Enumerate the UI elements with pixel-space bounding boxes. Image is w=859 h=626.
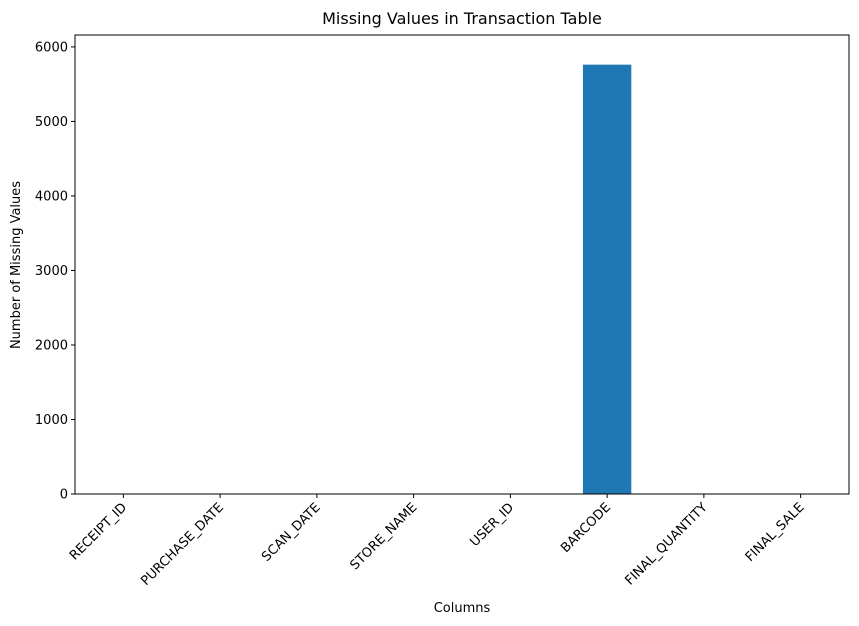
x-tick-label: BARCODE — [558, 500, 614, 556]
x-tick-label: RECEIPT_ID — [67, 500, 130, 563]
x-tick-label: PURCHASE_DATE — [138, 500, 227, 589]
x-tick-label: SCAN_DATE — [259, 500, 324, 565]
y-tick-label: 3000 — [35, 264, 68, 279]
y-tick-label: 5000 — [35, 115, 68, 130]
y-tick-label: 6000 — [35, 40, 68, 55]
plot-area: 0 1000 2000 3000 4000 5000 6000 RECEIPT_ID PURCH… — [35, 34, 850, 589]
y-tick-label: 4000 — [35, 189, 68, 204]
plot-frame — [74, 34, 850, 495]
x-tick-label: FINAL_QUANTITY — [623, 500, 711, 588]
bar-barcode — [582, 64, 632, 495]
y-tick-label: 2000 — [35, 338, 68, 353]
chart-title: Missing Values in Transaction Table — [322, 9, 602, 28]
x-tick-label: USER_ID — [467, 500, 517, 550]
x-tick-label: STORE_NAME — [347, 500, 420, 573]
y-tick-label: 0 — [60, 488, 68, 503]
y-tick-label: 1000 — [35, 413, 68, 428]
y-axis-label: Number of Missing Values — [9, 181, 24, 349]
x-tick-label: FINAL_SALE — [743, 500, 808, 565]
x-axis-label: Columns — [434, 601, 491, 616]
